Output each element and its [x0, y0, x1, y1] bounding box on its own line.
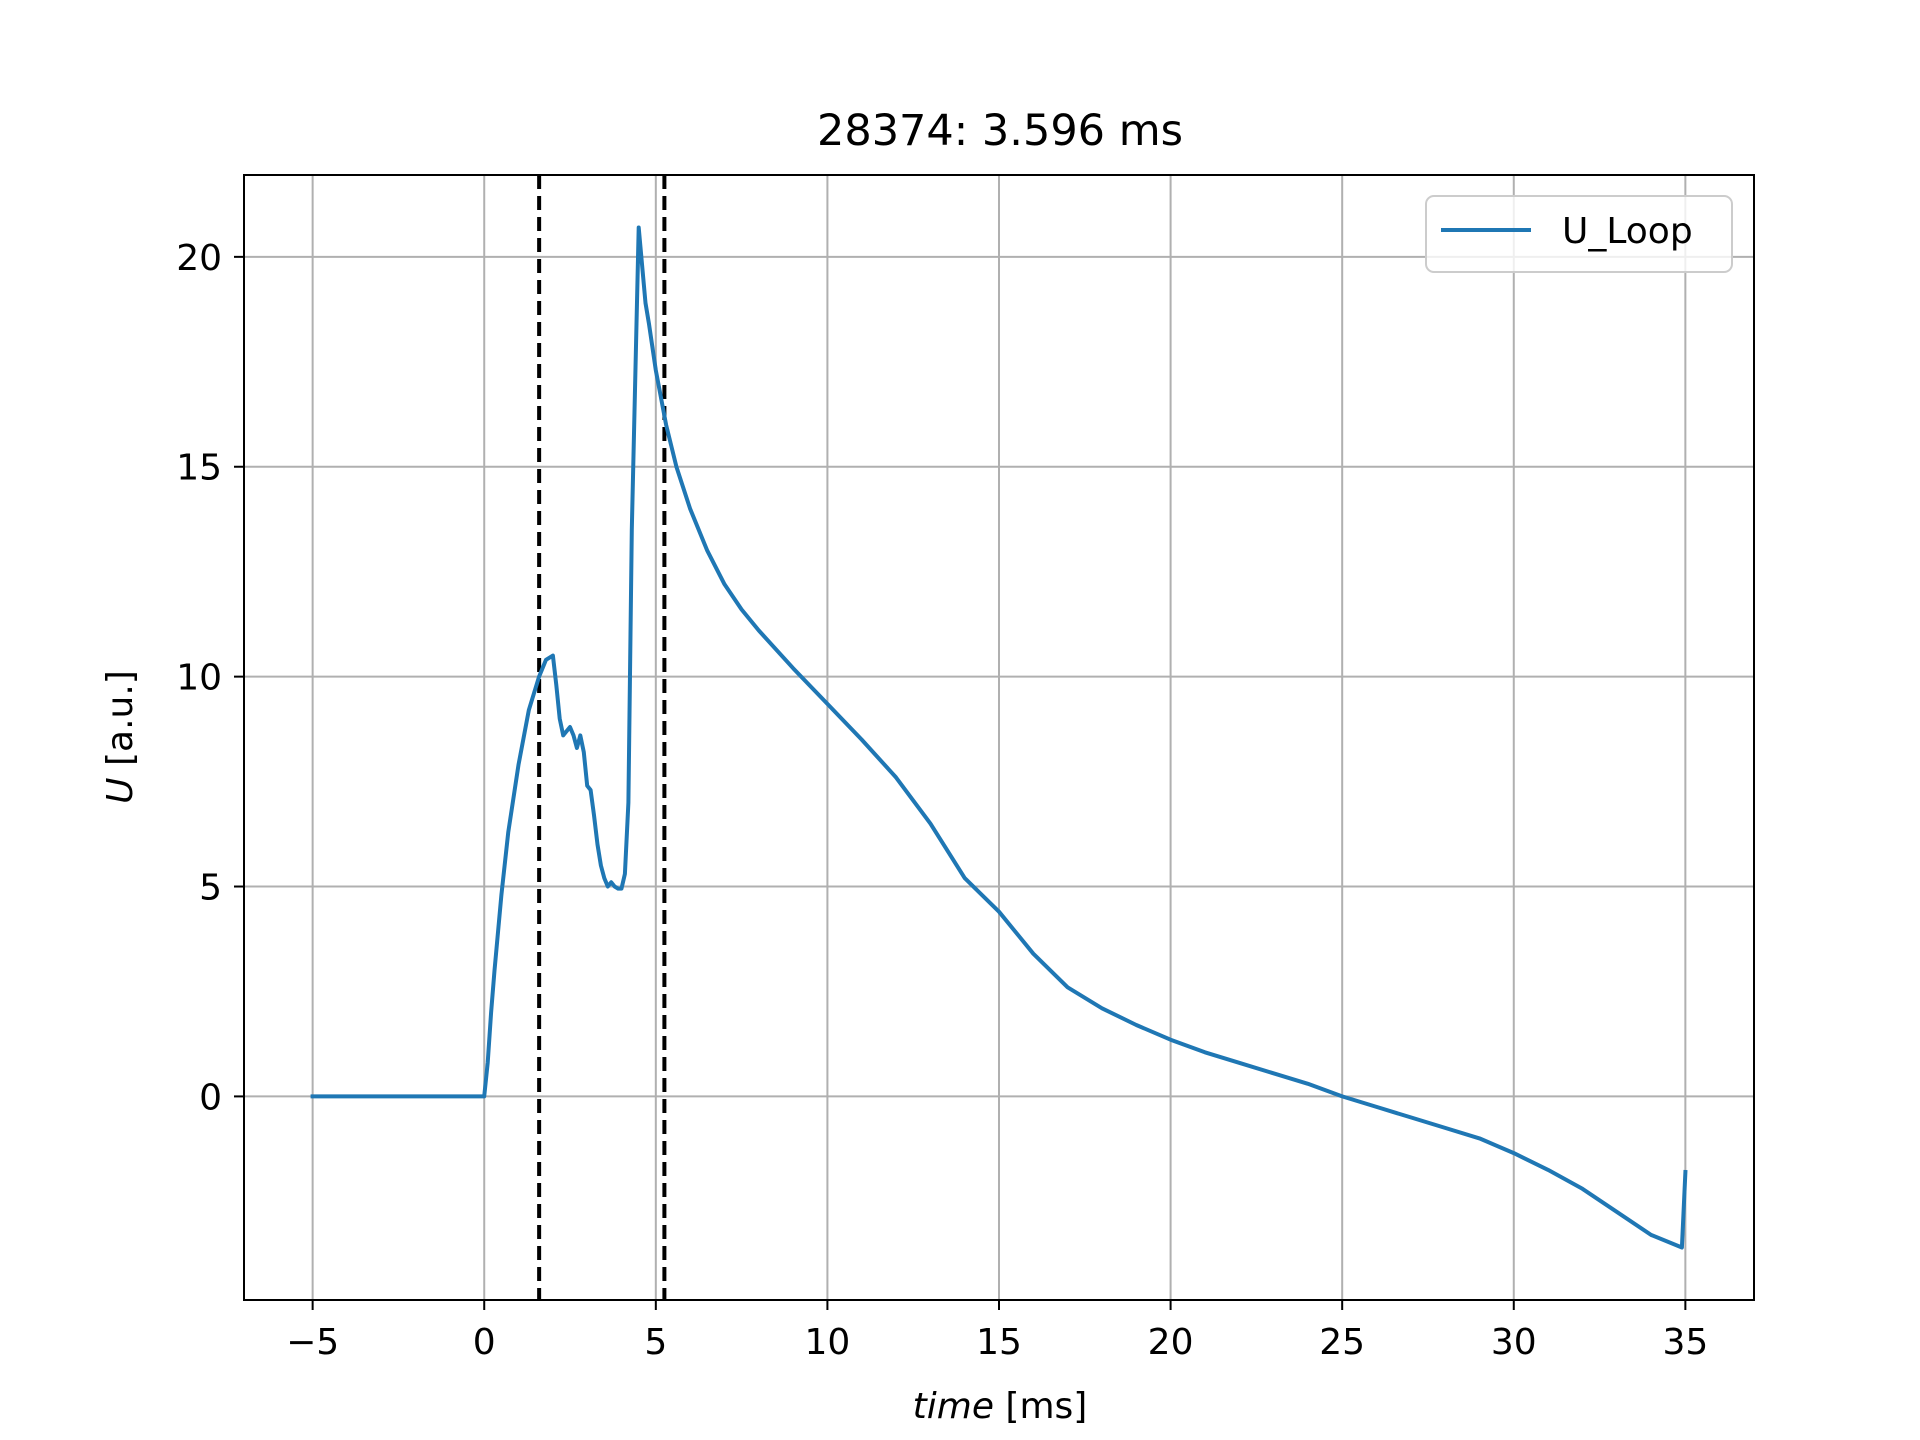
legend-box [1425, 195, 1733, 273]
x-tick-label: 0 [473, 1322, 496, 1363]
y-tick-label: 10 [176, 658, 222, 699]
y-axis-label: U [a.u.] [100, 670, 141, 804]
y-tick-label: 0 [199, 1077, 222, 1118]
legend-label-u-loop: U_Loop [1562, 211, 1693, 252]
y-tick-label: 5 [199, 868, 222, 909]
series-line-u-loop [310, 225, 1688, 1250]
x-tick-label: 10 [805, 1322, 851, 1363]
x-tick-label: 25 [1319, 1322, 1365, 1363]
y-axis-label-quantity: U [100, 777, 141, 803]
x-axis-label-unit: [ms] [994, 1386, 1087, 1427]
x-axis-label-quantity: time [913, 1386, 994, 1427]
chart-title: 28374: 3.596 ms [817, 106, 1183, 156]
series-layer [310, 225, 1688, 1250]
y-axis-ticks: 0 5 10 15 20 [176, 238, 244, 1118]
x-tick-label: 30 [1491, 1322, 1537, 1363]
x-tick-label: 20 [1148, 1322, 1194, 1363]
x-tick-label: −5 [286, 1322, 339, 1363]
x-tick-label: 35 [1662, 1322, 1708, 1363]
x-tick-label: 5 [644, 1322, 667, 1363]
x-axis-label: time [ms] [913, 1386, 1088, 1427]
y-tick-label: 20 [176, 238, 222, 279]
marker-lines [537, 175, 667, 1300]
y-tick-label: 15 [176, 448, 222, 489]
legend: U_Loop [1425, 195, 1733, 273]
x-axis-ticks: −5 0 5 10 15 20 25 30 35 [286, 1300, 1708, 1363]
y-axis-label-unit: [a.u.] [100, 670, 141, 777]
x-tick-label: 15 [976, 1322, 1022, 1363]
